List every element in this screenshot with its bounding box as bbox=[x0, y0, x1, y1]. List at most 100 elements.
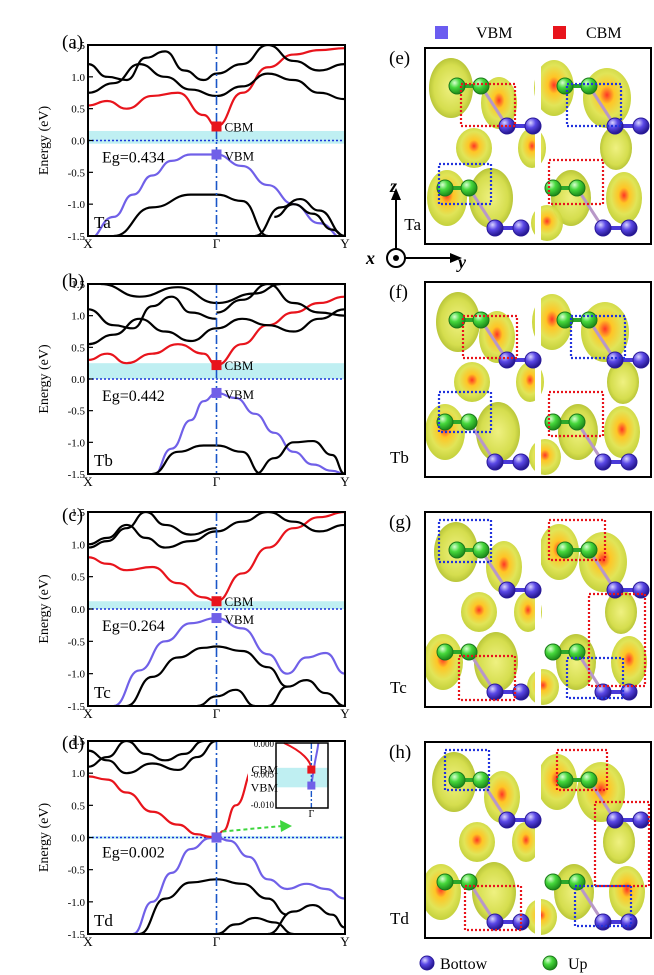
bottom-atom-icon bbox=[498, 351, 516, 369]
up-atom-icon bbox=[472, 77, 490, 95]
cbm-region-box bbox=[587, 592, 647, 688]
up-atom-icon bbox=[568, 179, 586, 197]
cbm-legend-swatch bbox=[553, 26, 566, 39]
bottom-atom-icon bbox=[606, 811, 624, 829]
material-label: Ta bbox=[404, 215, 421, 234]
up-atom-icon bbox=[448, 311, 466, 329]
axis-x-label: x bbox=[365, 248, 375, 268]
up-atom-icon bbox=[436, 179, 454, 197]
band-line-band4 bbox=[88, 741, 217, 775]
gap-value-label: Eg=0.442 bbox=[102, 388, 165, 405]
bottom-atom-icon bbox=[486, 683, 504, 701]
cbm-legend-label: CBM bbox=[586, 25, 622, 42]
up-atom-icon bbox=[460, 873, 478, 891]
y-tick-label: -0.5 bbox=[68, 636, 86, 648]
bottom-atom-icon bbox=[498, 581, 516, 599]
x-tick-label: Y bbox=[340, 706, 350, 721]
panel-content bbox=[425, 282, 650, 477]
y-axis-label: Energy (eV) bbox=[37, 574, 52, 644]
cbm-region-box bbox=[593, 800, 651, 888]
bottom-atom-icon bbox=[512, 219, 530, 237]
y-tick-label: 0.5 bbox=[71, 800, 85, 812]
y-tick-label: -1.5 bbox=[68, 929, 86, 941]
column-gap bbox=[535, 48, 541, 244]
panel-frame bbox=[424, 511, 652, 708]
up-atom-icon bbox=[556, 311, 574, 329]
bottom-atom-icon bbox=[620, 913, 638, 931]
bottom-atom-icon bbox=[606, 351, 624, 369]
inset-valence-line bbox=[310, 742, 320, 786]
up-atom-icon bbox=[568, 643, 586, 661]
up-atom-icon bbox=[460, 643, 478, 661]
isosurface-lobe bbox=[425, 634, 463, 690]
bottom-atom-icon bbox=[594, 453, 612, 471]
isosurface-lobe bbox=[529, 439, 561, 475]
band-line-band7 bbox=[267, 903, 345, 934]
bottom-atom-icon bbox=[594, 219, 612, 237]
isosurface-lobe bbox=[456, 128, 492, 168]
y-tick-label: -1.5 bbox=[68, 469, 86, 481]
isosurface-lobe bbox=[459, 822, 495, 862]
panel-frame bbox=[424, 281, 652, 478]
cbm-marker bbox=[211, 596, 222, 607]
band-line-band7 bbox=[152, 444, 262, 474]
bottom-atom-icon bbox=[594, 683, 612, 701]
y-tick-label: 1.5 bbox=[71, 279, 85, 291]
inset-frame bbox=[275, 742, 329, 809]
up-atom-icon bbox=[580, 77, 598, 95]
band-line-band6 bbox=[197, 688, 256, 706]
up-atom-icon bbox=[568, 873, 586, 891]
bottom-atom-icon bbox=[512, 683, 530, 701]
bottom-atom-icon bbox=[632, 811, 650, 829]
y-tick-label: 1.5 bbox=[71, 40, 85, 52]
x-tick-label: Γ bbox=[213, 236, 221, 251]
band-line-conduction bbox=[88, 295, 345, 367]
band-line-band6 bbox=[113, 193, 269, 236]
band-line-band8 bbox=[254, 439, 345, 474]
y-tick-label: 1.0 bbox=[71, 539, 85, 551]
vbm-marker bbox=[211, 387, 222, 398]
band-line-valence bbox=[113, 616, 345, 706]
cbm-label: CBM bbox=[225, 358, 254, 373]
y-tick-label: 0.0 bbox=[71, 374, 85, 386]
bottom-atom-icon bbox=[486, 219, 504, 237]
band-chart-Ta: CBM VBM 1.5 1.0 0.5 0.0 -0.5 -1.0 -1.5X Γ Y Energy … bbox=[37, 32, 350, 251]
up-atom-icon bbox=[544, 179, 562, 197]
material-label: Tc bbox=[94, 683, 111, 702]
isosurface-lobe bbox=[472, 862, 516, 922]
zoom-arrow-line bbox=[222, 825, 283, 833]
y-tick-label: 0.5 bbox=[71, 572, 85, 584]
isosurface-lobe bbox=[581, 302, 629, 362]
bottom-atom-icon bbox=[620, 219, 638, 237]
isosurface-lobe bbox=[600, 126, 632, 170]
isosurface-lobe bbox=[605, 590, 637, 634]
bottom-atom-icon bbox=[486, 453, 504, 471]
vbm-region-box bbox=[437, 390, 493, 434]
panel-label: (h) bbox=[389, 742, 411, 763]
x-tick-label: X bbox=[83, 934, 93, 949]
up-atom-icon bbox=[556, 771, 574, 789]
up-atom-icon bbox=[472, 311, 490, 329]
material-label: Tc bbox=[390, 678, 407, 697]
isosurface-lobe bbox=[486, 541, 522, 593]
y-tick-label: 0.5 bbox=[71, 104, 85, 116]
bottom-atom-icon bbox=[606, 581, 624, 599]
isosurface-lobe bbox=[427, 170, 467, 226]
cbm-region-box bbox=[555, 748, 609, 792]
isosurface-lobe bbox=[611, 636, 647, 688]
band-line-band6 bbox=[100, 284, 281, 305]
panel-label: (c) bbox=[62, 505, 83, 526]
y-tick-label: 1.0 bbox=[71, 311, 85, 323]
band-line-band5 bbox=[216, 45, 345, 75]
bottom-atom-icon bbox=[512, 453, 530, 471]
vbm-label: VBM bbox=[225, 149, 255, 164]
up-atom-icon bbox=[556, 77, 574, 95]
up-atom-icon bbox=[460, 413, 478, 431]
legend-top: VBM CBM bbox=[435, 25, 622, 42]
inset-cbm-marker bbox=[307, 765, 316, 774]
cbm-region-box bbox=[457, 654, 517, 702]
material-label: Td bbox=[94, 911, 113, 930]
cbm-region-box bbox=[547, 390, 605, 438]
